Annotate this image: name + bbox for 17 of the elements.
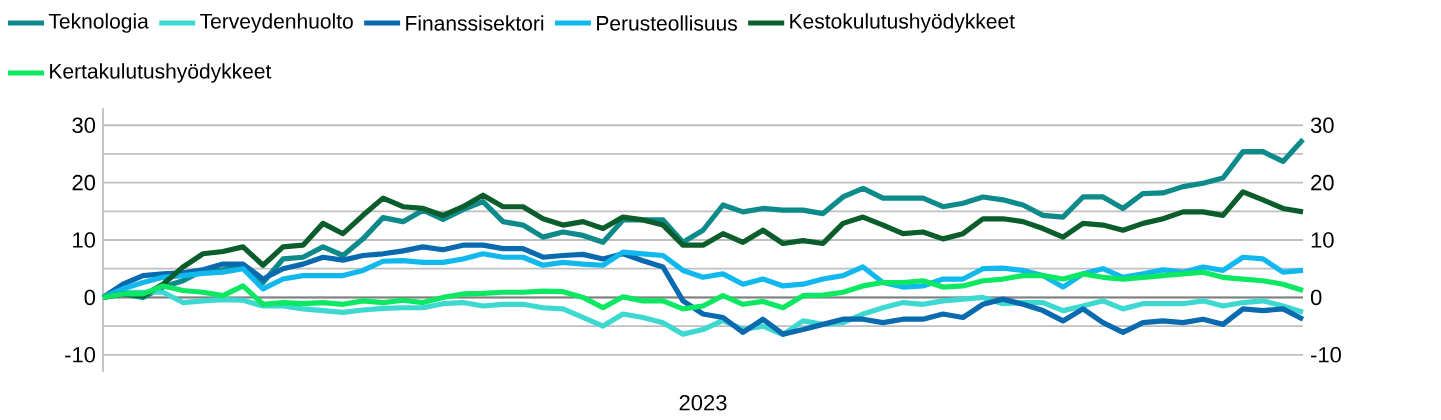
legend-label: Terveydenhuolto <box>200 13 353 33</box>
legend-label: Kertakulutushyödykkeet <box>50 63 272 83</box>
y-tick-label: 30 <box>72 117 96 134</box>
y-tick-label: 0 <box>84 289 96 306</box>
legend-label: Teknologia <box>48 13 149 33</box>
y-tick-label: 10 <box>73 232 96 248</box>
y2-tick-label: 30 <box>1310 117 1334 134</box>
y2-tick-label: 0 <box>1310 289 1322 306</box>
y-tick-label: -10 <box>65 347 96 363</box>
y2-tick-label: 10 <box>1311 232 1334 248</box>
legend-label: Finanssisektori <box>406 15 544 31</box>
y2-tick-label: -10 <box>1311 347 1341 363</box>
legend-label: Kestokulutushyödykkeet <box>790 13 1015 33</box>
x-axis-title: 2023 <box>679 394 727 411</box>
y2-tick-label: 20 <box>1311 174 1334 191</box>
y-tick-label: 20 <box>72 174 96 191</box>
legend-label: Perusteollisuus <box>597 15 737 31</box>
